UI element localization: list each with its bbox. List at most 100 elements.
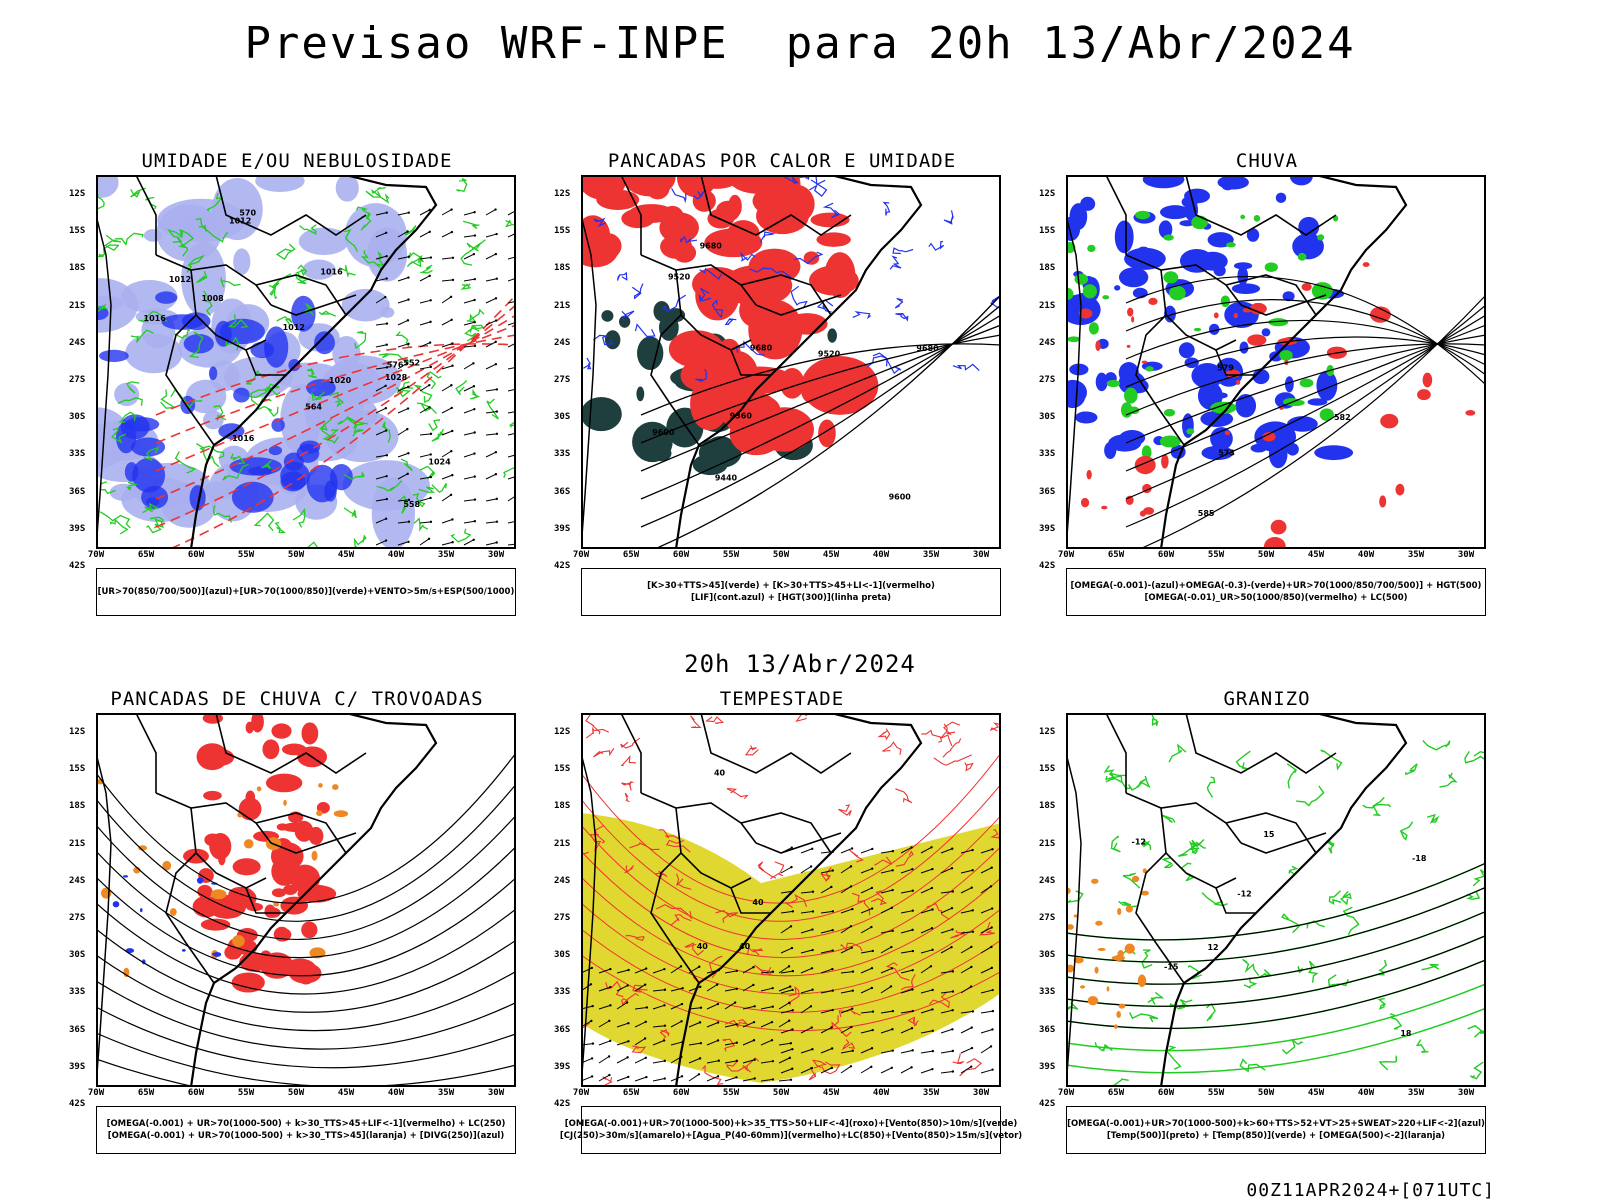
longitude-label: 65W xyxy=(138,550,154,560)
contour-label: 12 xyxy=(1207,943,1218,952)
contour-label: 576 xyxy=(387,360,404,369)
contour-label: 9360 xyxy=(730,412,753,421)
contour-label: 1012 xyxy=(283,323,305,332)
contour-label: 570 xyxy=(239,209,256,218)
longitude-label: 65W xyxy=(623,550,639,560)
panel-legend: [K>30+TTS>45](verde) + [K>30+TTS>45+LI<-… xyxy=(581,568,1001,616)
contour-label: 40 xyxy=(739,942,751,951)
contour-label: 9680 xyxy=(916,344,939,353)
longitude-label: 55W xyxy=(1208,550,1224,560)
latitude-label: 30S xyxy=(1039,950,1055,960)
latitude-label: 27S xyxy=(1039,913,1055,923)
latitude-label: 24S xyxy=(554,876,570,886)
contour-label: 1016 xyxy=(144,314,167,323)
longitude-label: 70W xyxy=(573,1088,589,1098)
longitude-label: 55W xyxy=(238,1088,254,1098)
longitude-label: 45W xyxy=(1308,1088,1324,1098)
longitude-label: 35W xyxy=(1408,1088,1424,1098)
latitude-label: 27S xyxy=(554,913,570,923)
contour-label: 552 xyxy=(403,358,420,367)
legend-line: [CJ(250)>30m/s](amarelo)+[Agua_P(40-60mm… xyxy=(560,1130,1022,1142)
longitude-label: 50W xyxy=(288,550,304,560)
longitude-label: 40W xyxy=(388,550,404,560)
longitude-label: 55W xyxy=(723,550,739,560)
latitude-label: 30S xyxy=(69,412,85,422)
contour-label: 40 xyxy=(697,942,709,951)
map-canvas: 1008101210121012101610161016102010241028… xyxy=(96,175,516,549)
contour-label: -15 xyxy=(1164,962,1179,971)
legend-line: [OMEGA(-0.001) + UR>70(1000-500) + k>30_… xyxy=(107,1118,506,1130)
latitude-label: 24S xyxy=(1039,876,1055,886)
contour-label: 9440 xyxy=(715,474,738,483)
latitude-label: 36S xyxy=(1039,487,1055,497)
latitude-label: 36S xyxy=(554,1025,570,1035)
latitude-label: 21S xyxy=(69,839,85,849)
longitude-label: 70W xyxy=(1058,550,1074,560)
panel-legend: [OMEGA(-0.001)+UR>70(1000-500)+k>35_TTS>… xyxy=(581,1106,1001,1154)
latitude-label: 21S xyxy=(1039,301,1055,311)
contour-label: 9600 xyxy=(652,428,675,437)
latitude-label: 27S xyxy=(1039,375,1055,385)
longitude-label: 70W xyxy=(573,550,589,560)
latitude-label: 15S xyxy=(554,764,570,774)
latitude-label: 21S xyxy=(554,301,570,311)
longitude-label: 55W xyxy=(1208,1088,1224,1098)
contour-label: 1012 xyxy=(169,275,191,284)
longitude-label: 30W xyxy=(973,1088,989,1098)
longitude-label: 35W xyxy=(923,550,939,560)
contour-label: 1020 xyxy=(329,376,352,385)
weather-map xyxy=(96,713,516,1087)
latitude-label: 42S xyxy=(69,561,85,571)
longitude-label: 40W xyxy=(873,1088,889,1098)
legend-line: [K>30+TTS>45](verde) + [K>30+TTS>45+LI<-… xyxy=(647,580,935,592)
latitude-label: 42S xyxy=(1039,1099,1055,1109)
contour-label: 564 xyxy=(305,402,322,411)
longitude-label: 30W xyxy=(1458,550,1474,560)
latitude-label: 33S xyxy=(1039,449,1055,459)
longitude-label: 55W xyxy=(238,550,254,560)
latitude-label: 27S xyxy=(69,913,85,923)
latitude-label: 39S xyxy=(554,524,570,534)
longitude-label: 45W xyxy=(338,550,354,560)
latitude-label: 36S xyxy=(69,1025,85,1035)
latitude-label: 33S xyxy=(69,987,85,997)
latitude-label: 15S xyxy=(554,226,570,236)
contour-label: -12 xyxy=(1237,890,1251,899)
contour-label: 1012 xyxy=(229,217,251,226)
latitude-label: 30S xyxy=(554,412,570,422)
legend-line: [OMEGA(-0.001) + UR>70(1000-500) + k>30_… xyxy=(108,1130,504,1142)
latitude-label: 42S xyxy=(554,1099,570,1109)
panel-title: UMIDADE E/OU NEBULOSIDADE xyxy=(77,150,517,172)
mid-title: 20h 13/Abr/2024 xyxy=(0,650,1600,678)
latitude-label: 36S xyxy=(69,487,85,497)
latitude-label: 42S xyxy=(69,1099,85,1109)
longitude-label: 35W xyxy=(438,1088,454,1098)
latitude-label: 39S xyxy=(1039,524,1055,534)
latitude-label: 18S xyxy=(554,263,570,273)
latitude-label: 15S xyxy=(69,764,85,774)
longitude-label: 60W xyxy=(188,1088,204,1098)
legend-line: [LIF](cont.azul) + [HGT(300)](linha pret… xyxy=(691,592,891,604)
panel-legend: [OMEGA(-0.001)+UR>70(1000-500)+k>60+TTS>… xyxy=(1066,1106,1486,1154)
panel-title: CHUVA xyxy=(1047,150,1487,172)
run-id: 00Z11APR2024+[071UTC] xyxy=(1246,1180,1495,1201)
longitude-label: 50W xyxy=(1258,1088,1274,1098)
latitude-label: 24S xyxy=(554,338,570,348)
longitude-label: 40W xyxy=(873,550,889,560)
latitude-label: 18S xyxy=(554,801,570,811)
contour-label: 558 xyxy=(403,500,420,509)
latitude-label: 12S xyxy=(69,727,85,737)
latitude-label: 39S xyxy=(1039,1062,1055,1072)
longitude-label: 50W xyxy=(773,550,789,560)
